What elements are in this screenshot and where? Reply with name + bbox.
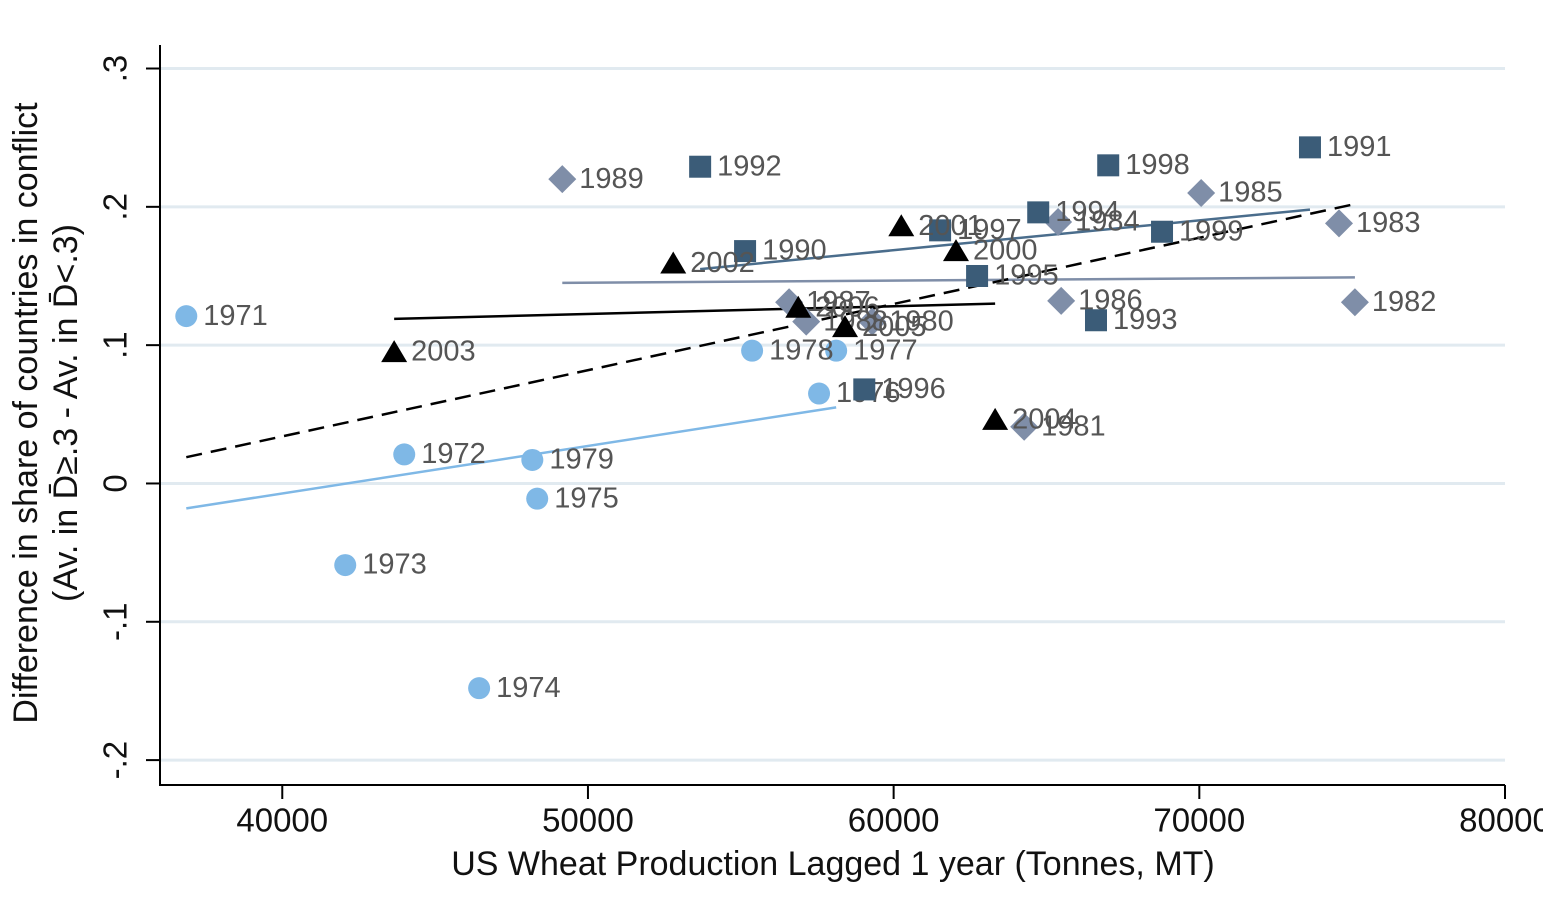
point-label: 1996 [881,373,946,405]
point [526,487,549,510]
point-label: 1971 [203,300,268,332]
point [858,307,887,336]
point [1084,309,1107,332]
point [1047,286,1076,315]
x-tick-label: 50000 [542,802,634,839]
point [888,214,915,237]
point-label: 2002 [690,247,755,279]
point-label: 2001 [918,210,983,242]
point [334,554,357,577]
x-tick-label: 40000 [236,802,328,839]
point [548,165,577,194]
point [825,339,848,362]
point [808,382,831,405]
point-label: 1992 [717,150,782,182]
fit-line [186,406,837,510]
point-label: 2005 [862,311,927,343]
point-label: 1972 [421,438,486,470]
x-tick-label: 60000 [848,802,940,839]
point-label: 2003 [411,336,476,368]
y-axis-title: (Av. in D̄≥.3 - Av. in D̄<.3) [47,224,85,602]
point [468,677,491,700]
point [175,305,198,328]
point [1298,136,1321,159]
y-tick-label: 0 [97,474,134,492]
point-label: 1974 [496,672,561,704]
point-label: 2000 [973,235,1038,267]
point-label: 1984 [1075,206,1140,238]
point-label: 1989 [579,163,644,195]
point-label: 1998 [1125,149,1190,181]
point [381,340,408,363]
point-label: 1987 [806,286,871,318]
fit-line [562,276,1355,285]
point [1151,220,1174,243]
point-label: 1979 [549,444,614,476]
point-label: 1973 [362,549,427,581]
point-label: 1977 [853,334,918,366]
point-label: 2004 [1012,403,1077,435]
point-label: 1982 [1372,286,1437,318]
point-label: 1978 [769,334,834,366]
fit-line [394,302,996,321]
point-label: 1985 [1218,177,1283,209]
point-label: 1988 [823,305,888,337]
x-tick-label: 70000 [1153,802,1245,839]
point [660,251,687,274]
point [966,264,989,287]
point [929,219,952,242]
point [942,239,969,262]
point [521,448,544,471]
y-tick-label: .1 [97,331,134,359]
point-label: 1981 [1041,410,1106,442]
point-label: 1980 [889,305,954,337]
y-axis-title: Difference in share of countries in conf… [7,102,45,724]
point [982,407,1009,430]
y-tick-label: -.1 [97,603,134,642]
point [785,295,812,318]
point [1187,179,1216,207]
point [1027,201,1050,224]
point-label: 1993 [1113,304,1178,336]
y-tick-label: .2 [97,193,134,221]
point-label: 1997 [957,214,1022,246]
point [1010,412,1039,441]
y-tick-label: .3 [97,55,134,83]
point-label: 1994 [1055,196,1120,228]
point [832,315,859,338]
point [741,339,764,362]
point [1044,208,1073,237]
point-label: 2006 [815,291,880,323]
point-label: 1983 [1356,207,1421,239]
x-axis-title: US Wheat Production Lagged 1 year (Tonne… [451,845,1215,883]
point [1097,154,1120,177]
x-tick-label: 80000 [1459,802,1543,839]
point-label: 1975 [554,482,619,514]
point [1325,209,1354,238]
point [734,240,757,263]
point [1340,288,1369,317]
point [689,155,712,178]
point-label: 1999 [1179,215,1244,247]
y-tick-label: -.2 [97,741,134,780]
fit-line [700,208,1311,271]
point [393,443,416,466]
point [853,378,876,401]
point-label: 1991 [1327,131,1392,163]
point-label: 1995 [994,260,1059,292]
point-label: 1990 [762,235,827,267]
